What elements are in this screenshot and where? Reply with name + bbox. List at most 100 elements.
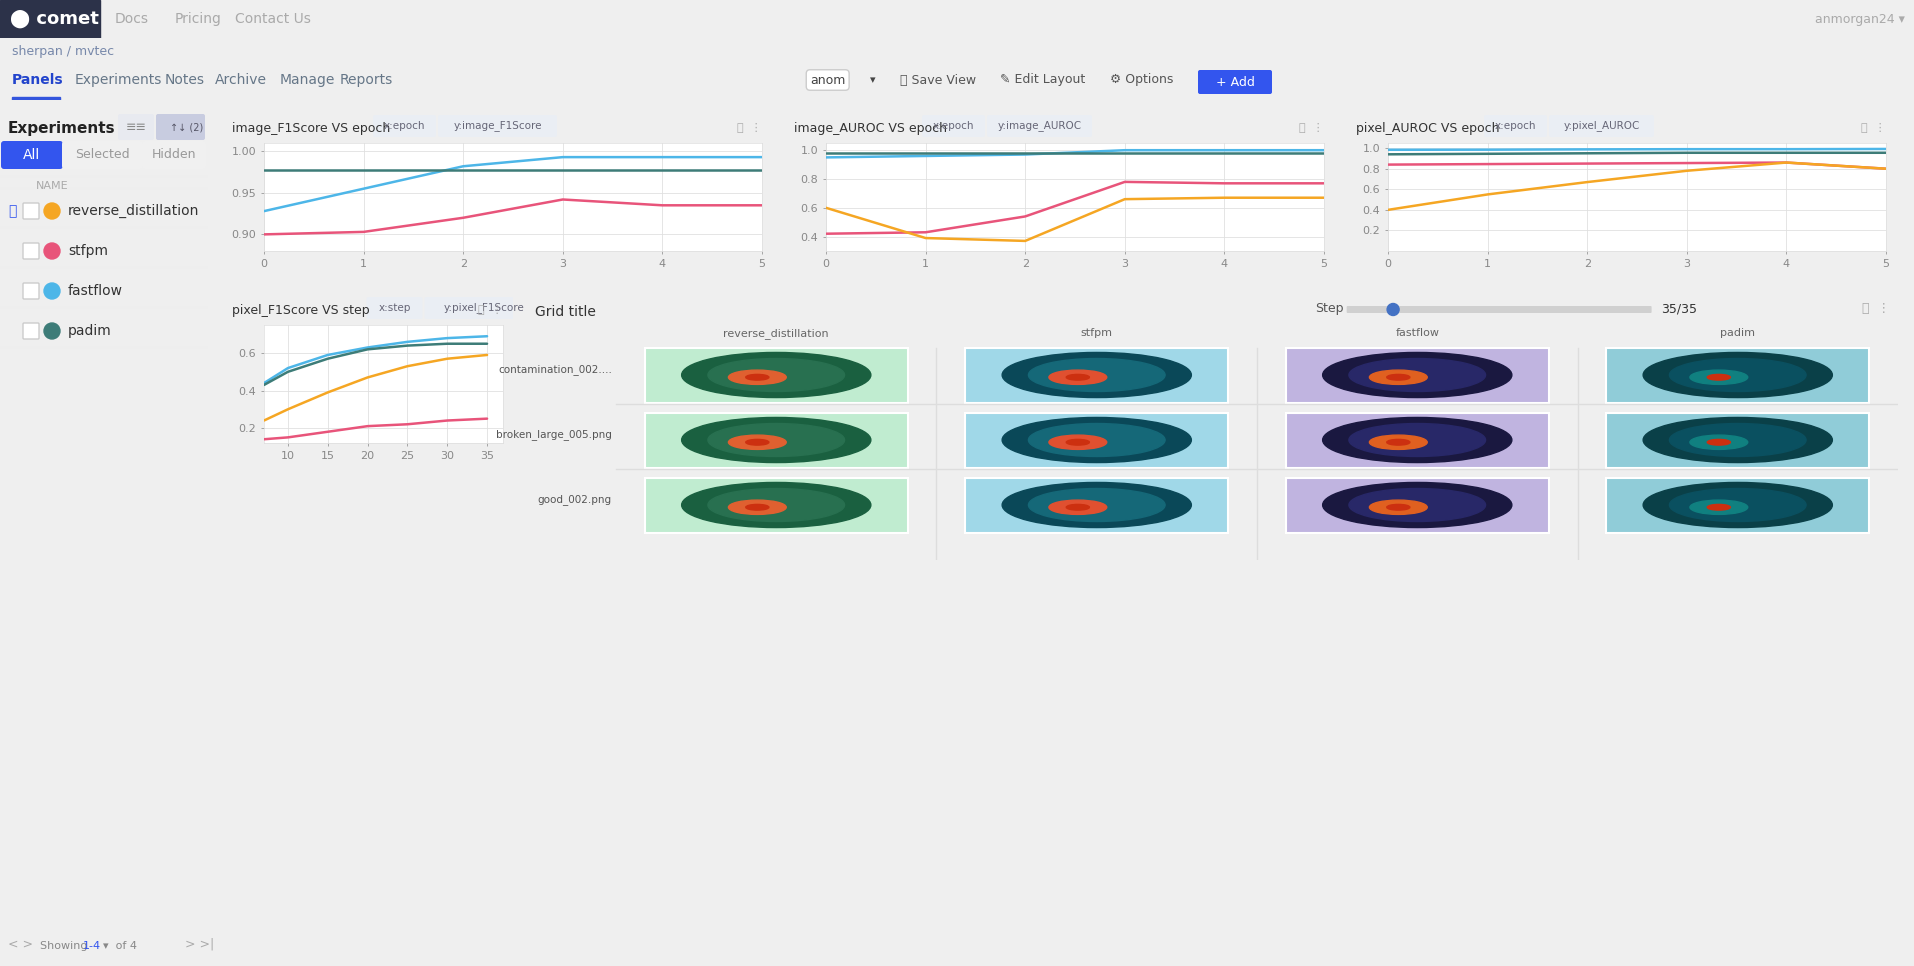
Text: 35/35: 35/35 [1659, 302, 1696, 315]
Text: sherpan / mvtec: sherpan / mvtec [11, 45, 115, 59]
Ellipse shape [745, 504, 769, 510]
Text: Selected: Selected [75, 149, 130, 161]
Text: y:pixel_F1Score: y:pixel_F1Score [444, 302, 524, 313]
Text: image_F1Score VS epoch: image_F1Score VS epoch [232, 122, 390, 135]
Ellipse shape [681, 482, 871, 527]
FancyBboxPatch shape [366, 297, 423, 319]
Ellipse shape [727, 435, 787, 449]
Text: anmorgan24 ▾: anmorgan24 ▾ [1814, 13, 1904, 25]
Text: ⚙ Options: ⚙ Options [1110, 73, 1173, 87]
Text: stfpm: stfpm [69, 244, 107, 258]
Text: ✎ Edit Layout: ✎ Edit Layout [999, 73, 1085, 87]
Text: 1-4: 1-4 [82, 941, 101, 951]
FancyBboxPatch shape [986, 115, 1091, 137]
Ellipse shape [1369, 370, 1426, 384]
Text: Step: Step [1315, 302, 1342, 315]
Text: stfpm: stfpm [1079, 328, 1112, 338]
Text: broken_large_005.png: broken_large_005.png [496, 430, 612, 440]
Text: pixel_AUROC VS epoch: pixel_AUROC VS epoch [1355, 122, 1499, 135]
Ellipse shape [1066, 504, 1089, 510]
Text: NAME: NAME [36, 181, 69, 191]
Ellipse shape [727, 500, 787, 515]
Text: ▾  of 4: ▾ of 4 [103, 941, 138, 951]
Ellipse shape [1049, 435, 1106, 449]
FancyBboxPatch shape [1284, 412, 1548, 468]
FancyBboxPatch shape [1198, 70, 1271, 94]
Ellipse shape [1323, 353, 1510, 398]
Text: y:pixel_AUROC: y:pixel_AUROC [1562, 121, 1638, 131]
FancyBboxPatch shape [119, 114, 153, 140]
Text: All: All [23, 148, 40, 162]
Ellipse shape [1001, 353, 1191, 398]
Text: + Add: + Add [1215, 75, 1254, 89]
Text: Notes: Notes [165, 73, 205, 87]
Text: Experiments: Experiments [75, 73, 163, 87]
Text: anom: anom [810, 73, 844, 87]
Ellipse shape [1049, 370, 1106, 384]
Text: Showing: Showing [40, 941, 92, 951]
FancyBboxPatch shape [23, 323, 38, 339]
Text: y:image_AUROC: y:image_AUROC [997, 121, 1081, 131]
FancyBboxPatch shape [1548, 115, 1654, 137]
Text: contamination_002....: contamination_002.... [498, 364, 612, 376]
FancyBboxPatch shape [1284, 348, 1548, 403]
FancyBboxPatch shape [23, 283, 38, 299]
Ellipse shape [708, 489, 844, 522]
Text: image_AUROC VS epoch: image_AUROC VS epoch [794, 122, 947, 135]
Ellipse shape [745, 375, 769, 380]
Ellipse shape [708, 358, 844, 391]
Ellipse shape [1642, 417, 1832, 463]
Text: 📌: 📌 [8, 204, 17, 218]
Ellipse shape [1347, 358, 1485, 391]
Text: < >: < > [8, 938, 33, 951]
FancyBboxPatch shape [645, 412, 907, 468]
Text: Docs: Docs [115, 12, 149, 26]
Ellipse shape [1028, 423, 1164, 457]
FancyBboxPatch shape [1346, 306, 1650, 313]
FancyBboxPatch shape [61, 141, 144, 169]
Text: Pricing: Pricing [174, 12, 222, 26]
Ellipse shape [1688, 370, 1747, 384]
FancyBboxPatch shape [1483, 115, 1547, 137]
Circle shape [44, 203, 59, 219]
Text: x:epoch: x:epoch [1495, 121, 1535, 131]
Ellipse shape [1028, 358, 1164, 391]
Ellipse shape [1707, 375, 1730, 380]
Text: Reports: Reports [341, 73, 392, 87]
Text: ⬤ comet: ⬤ comet [10, 10, 100, 28]
Ellipse shape [1669, 423, 1805, 457]
Ellipse shape [1001, 482, 1191, 527]
Ellipse shape [1369, 435, 1426, 449]
Circle shape [44, 243, 59, 259]
FancyBboxPatch shape [645, 348, 907, 403]
Ellipse shape [1066, 440, 1089, 445]
Ellipse shape [1001, 417, 1191, 463]
Bar [0, 0, 100, 38]
FancyBboxPatch shape [142, 141, 207, 169]
Ellipse shape [1386, 440, 1409, 445]
Ellipse shape [745, 440, 769, 445]
Text: Contact Us: Contact Us [235, 12, 310, 26]
Ellipse shape [708, 423, 844, 457]
Ellipse shape [1323, 482, 1510, 527]
Text: Archive: Archive [214, 73, 266, 87]
Ellipse shape [1066, 375, 1089, 380]
Bar [11, 97, 59, 100]
Text: Manage: Manage [279, 73, 335, 87]
Text: fastflow: fastflow [1395, 328, 1439, 338]
Ellipse shape [681, 353, 871, 398]
Text: x:epoch: x:epoch [383, 121, 425, 131]
Ellipse shape [1028, 489, 1164, 522]
FancyBboxPatch shape [1606, 412, 1868, 468]
FancyBboxPatch shape [645, 477, 907, 532]
Ellipse shape [681, 417, 871, 463]
Ellipse shape [1347, 423, 1485, 457]
Ellipse shape [727, 370, 787, 384]
FancyBboxPatch shape [965, 348, 1227, 403]
Text: 🔖 Save View: 🔖 Save View [900, 73, 976, 87]
Text: good_002.png: good_002.png [538, 495, 612, 505]
Ellipse shape [1669, 489, 1805, 522]
Text: ↑↓ (2): ↑↓ (2) [170, 122, 203, 132]
Text: ▾: ▾ [869, 75, 875, 85]
Text: reverse_distillation: reverse_distillation [723, 328, 829, 339]
